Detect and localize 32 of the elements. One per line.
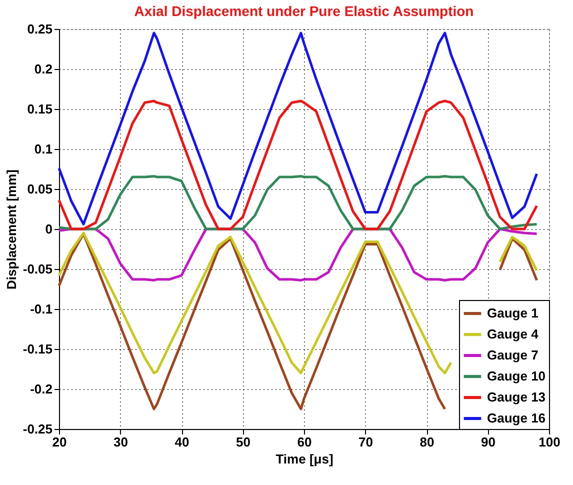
y-tick-label: 0.1 [34,142,52,156]
y-tick-label: -0.15 [22,342,52,356]
y-tick-label: 0.05 [27,182,52,196]
x-tick-label: 100 [538,434,560,450]
legend-label: Gauge 7 [487,348,538,362]
y-tick-label: -0.25 [22,422,52,436]
y-tick-label: -0.1 [30,302,52,316]
line-series [58,174,538,230]
y-tick-label: 0 [45,222,52,236]
legend-label: Gauge 4 [487,326,540,342]
legend-label: Gauge 13 [487,390,546,404]
x-tick-label: 90 [481,434,496,450]
y-tick-label: 0.25 [27,22,52,36]
y-tick-label: -0.05 [22,262,52,276]
legend-label: Gauge 16 [487,410,546,426]
x-tick-label: 60 [297,434,312,450]
x-tick-label: 20 [52,434,67,450]
line-series [58,100,538,230]
line-series [58,32,538,226]
x-tick-label: 30 [114,434,128,450]
x-tick-label: 80 [420,434,434,450]
y-axis-title: Displacement [mm] [4,170,19,290]
y-tick-label: 0.15 [27,102,52,116]
x-axis-title: Time [μs] [276,452,334,466]
x-tick-label: 40 [174,434,190,450]
legend-label: Gauge 1 [487,306,538,320]
y-tick-label: -0.2 [30,382,52,396]
y-tick-label: 0.2 [34,62,52,76]
legend-label: Gauge 10 [487,368,546,384]
x-tick-label: 50 [236,434,250,450]
chart-title: Axial Displacement under Pure Elastic Assumption [134,3,474,19]
x-tick-label: 70 [358,434,373,450]
